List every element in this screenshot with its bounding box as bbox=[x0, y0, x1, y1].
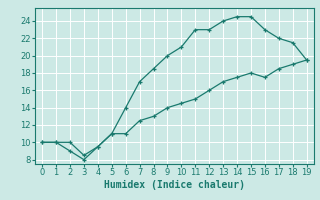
X-axis label: Humidex (Indice chaleur): Humidex (Indice chaleur) bbox=[104, 180, 245, 190]
